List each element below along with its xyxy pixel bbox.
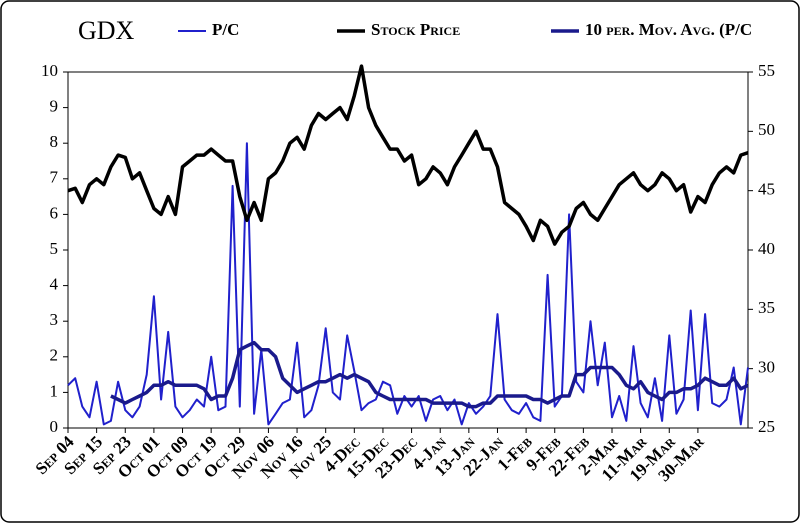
legend-label: P/C — [212, 20, 239, 39]
series-line — [110, 340, 749, 409]
legend-label: Stock Price — [371, 20, 460, 39]
y2-tick-label: 40 — [758, 239, 775, 258]
y2-tick-label: 30 — [758, 358, 775, 377]
chart-title: GDX — [78, 16, 135, 45]
y-tick-label: 5 — [50, 239, 59, 258]
y-tick-label: 10 — [41, 61, 58, 80]
y-tick-label: 4 — [50, 275, 59, 294]
legend-label: 10 per. Mov. Avg. (P/C — [585, 20, 752, 39]
y-tick-label: 8 — [50, 132, 59, 151]
y2-tick-label: 25 — [758, 417, 775, 436]
y-tick-label: 6 — [50, 203, 59, 222]
y-tick-label: 1 — [50, 381, 59, 400]
y-tick-label: 2 — [50, 346, 59, 365]
y2-tick-label: 50 — [758, 120, 775, 139]
y-tick-label: 7 — [50, 168, 59, 187]
series-line — [67, 142, 749, 426]
y-tick-label: 9 — [50, 97, 59, 116]
y-tick-label: 0 — [50, 417, 59, 436]
y2-tick-label: 55 — [758, 61, 775, 80]
y-tick-label: 3 — [50, 310, 59, 329]
y2-tick-label: 35 — [758, 298, 775, 317]
series-line — [67, 64, 749, 246]
y2-tick-label: 45 — [758, 180, 775, 199]
